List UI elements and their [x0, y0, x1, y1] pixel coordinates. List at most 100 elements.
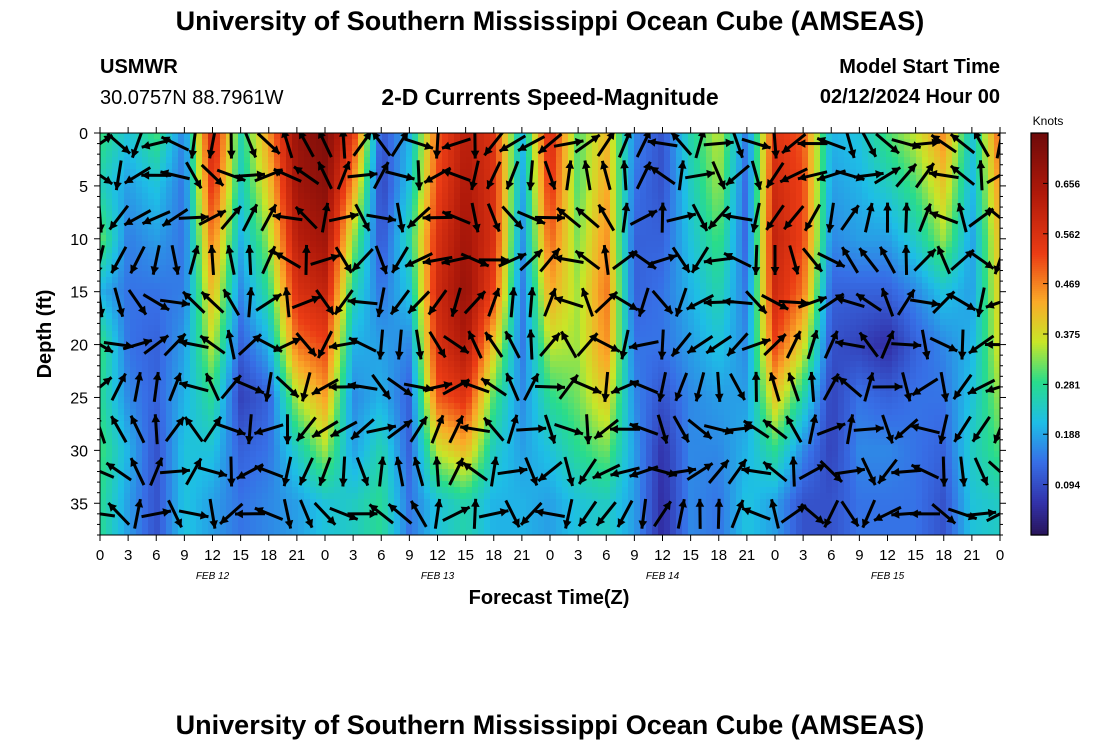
heatmap-cell [154, 241, 161, 248]
heatmap-cell [136, 439, 143, 446]
heatmap-cell [514, 157, 521, 164]
heatmap-cell [346, 187, 353, 194]
heatmap-cell [244, 487, 251, 494]
heatmap-cell [406, 409, 413, 416]
heatmap-cell [436, 373, 443, 380]
heatmap-cell [478, 481, 485, 488]
heatmap-cell [256, 403, 263, 410]
heatmap-cell [382, 253, 389, 260]
heatmap-cell [448, 133, 455, 140]
heatmap-cell [286, 361, 293, 368]
heatmap-cell [160, 451, 167, 458]
heatmap-cell [454, 235, 461, 242]
heatmap-cell [190, 211, 197, 218]
heatmap-cell [442, 355, 449, 362]
heatmap-cell [400, 205, 407, 212]
heatmap-cell [532, 259, 539, 266]
heatmap-cell [460, 403, 467, 410]
heatmap-cell [154, 133, 161, 140]
heatmap-cell [526, 433, 533, 440]
heatmap-cell [472, 229, 479, 236]
heatmap-cell [508, 415, 515, 422]
heatmap-cell [508, 451, 515, 458]
heatmap-cell [394, 295, 401, 302]
heatmap-cell [430, 145, 437, 152]
heatmap-cell [466, 451, 473, 458]
heatmap-cell [292, 271, 299, 278]
heatmap-cell [304, 415, 311, 422]
heatmap-cell [334, 373, 341, 380]
heatmap-cell [184, 313, 191, 320]
heatmap-cell [124, 469, 131, 476]
heatmap-cell [214, 151, 221, 158]
heatmap-cell [466, 397, 473, 404]
heatmap-cell [124, 439, 131, 446]
heatmap-cell [214, 385, 221, 392]
heatmap-cell [334, 145, 341, 152]
heatmap-cell [100, 337, 107, 344]
heatmap-cell [454, 151, 461, 158]
heatmap-cell [358, 367, 365, 374]
heatmap-cell [184, 439, 191, 446]
heatmap-cell [280, 487, 287, 494]
heatmap-cell [388, 133, 395, 140]
heatmap-cell [352, 451, 359, 458]
heatmap-cell [112, 409, 119, 416]
heatmap-cell [532, 463, 539, 470]
heatmap-cell [238, 205, 245, 212]
heatmap-cell [328, 277, 335, 284]
heatmap-cell [466, 175, 473, 182]
heatmap-cell [346, 463, 353, 470]
heatmap-cell [430, 151, 437, 158]
heatmap-cell [406, 511, 413, 518]
heatmap-cell [256, 289, 263, 296]
heatmap-cell [358, 475, 365, 482]
heatmap-cell [376, 229, 383, 236]
heatmap-cell [340, 415, 347, 422]
heatmap-cell [322, 463, 329, 470]
heatmap-cell [100, 265, 107, 272]
heatmap-cell [148, 241, 155, 248]
heatmap-cell [136, 487, 143, 494]
heatmap-cell [184, 355, 191, 362]
heatmap-cell [508, 283, 515, 290]
heatmap-cell [154, 403, 161, 410]
heatmap-cell [538, 439, 545, 446]
heatmap-cell [436, 445, 443, 452]
heatmap-cell [328, 187, 335, 194]
heatmap-cell [412, 175, 419, 182]
heatmap-cell [364, 415, 371, 422]
heatmap-cell [328, 313, 335, 320]
heatmap-cell [148, 487, 155, 494]
heatmap-cell [520, 439, 527, 446]
heatmap-cell [112, 493, 119, 500]
heatmap-cell [178, 361, 185, 368]
heatmap-cell [490, 373, 497, 380]
heatmap-cell [172, 451, 179, 458]
heatmap-cell [466, 517, 473, 524]
heatmap-cell [238, 157, 245, 164]
heatmap-cell [238, 361, 245, 368]
heatmap-cell [214, 409, 221, 416]
heatmap-cell [454, 325, 461, 332]
heatmap-cell [172, 529, 179, 535]
heatmap-cell [358, 451, 365, 458]
heatmap-cell [514, 331, 521, 338]
heatmap-cell [166, 331, 173, 338]
heatmap-cell [418, 229, 425, 236]
heatmap-cell [232, 163, 239, 170]
heatmap-cell [358, 301, 365, 308]
heatmap-cell [178, 397, 185, 404]
heatmap-cell [538, 493, 545, 500]
heatmap-cell [388, 529, 395, 535]
heatmap-cell [280, 523, 287, 530]
heatmap-cell [418, 187, 425, 194]
heatmap-cell [478, 175, 485, 182]
heatmap-cell [238, 145, 245, 152]
heatmap-cell [106, 391, 113, 398]
heatmap-cell [394, 277, 401, 284]
heatmap-cell [214, 373, 221, 380]
heatmap-cell [202, 133, 209, 140]
heatmap-cell [538, 157, 545, 164]
heatmap-cell [448, 301, 455, 308]
